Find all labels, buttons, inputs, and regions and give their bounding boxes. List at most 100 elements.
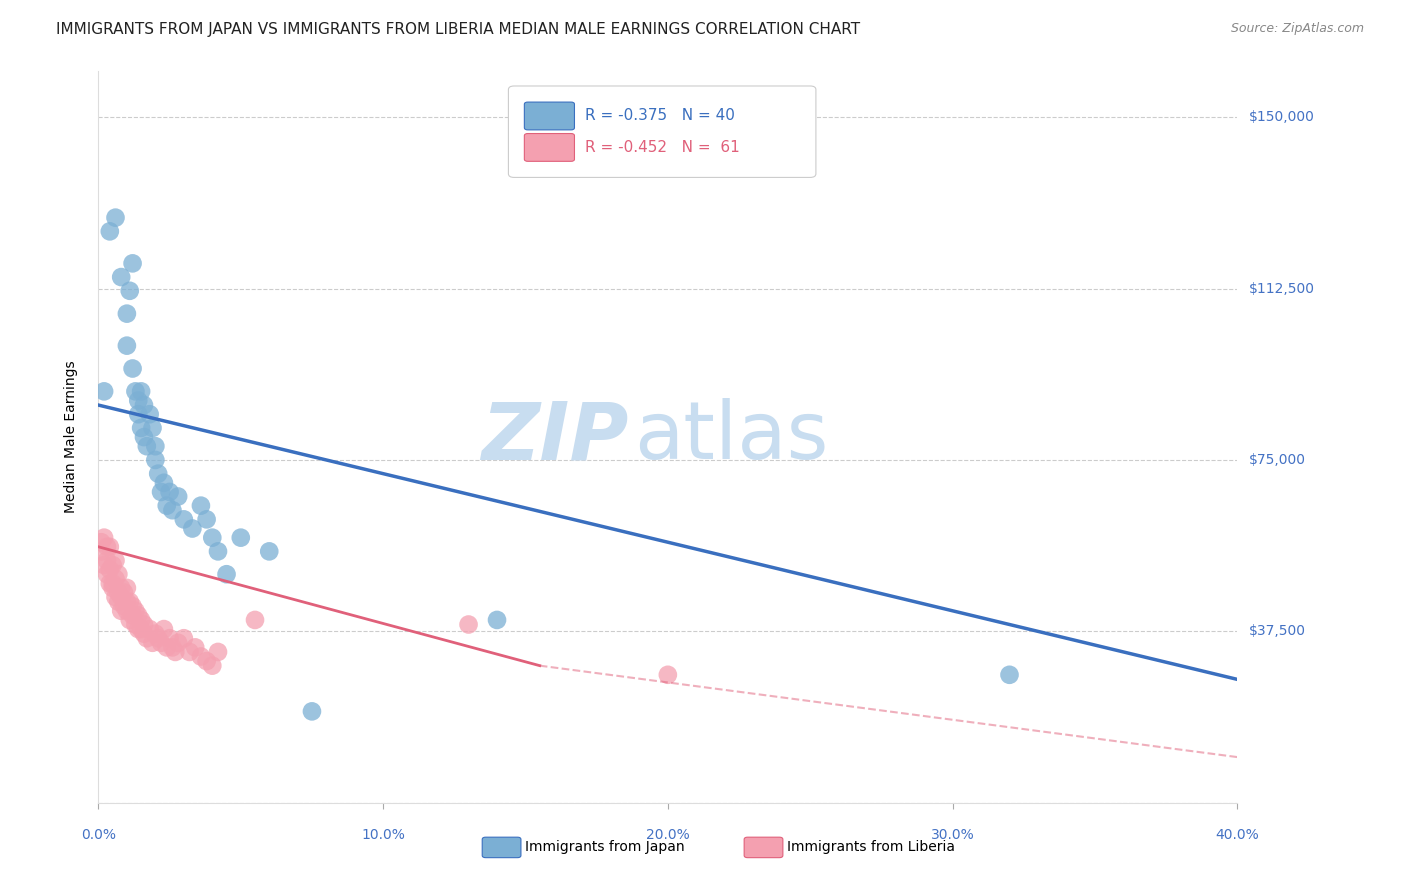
Point [129,384,152,399]
Point [259,544,281,558]
Point [110,581,132,595]
Point [96,553,118,567]
Text: 0.0%: 0.0% [82,828,115,842]
Point [153,622,176,636]
Point [121,256,143,270]
Point [115,581,138,595]
Point [229,531,252,545]
Y-axis label: Median Male Earnings: Median Male Earnings [63,360,77,514]
Point [132,626,155,640]
Point [195,512,218,526]
Point [110,270,132,285]
Point [145,439,167,453]
FancyBboxPatch shape [524,134,575,161]
Point [104,211,127,225]
Point [115,338,138,352]
Point [141,636,163,650]
Point [179,645,201,659]
Point [98,563,121,577]
Point [162,640,184,655]
Point [167,636,190,650]
Point [98,224,121,238]
FancyBboxPatch shape [524,102,575,130]
Point [104,590,127,604]
Text: $112,500: $112,500 [1249,282,1315,295]
Text: Immigrants from Liberia: Immigrants from Liberia [787,840,956,855]
Point [215,567,238,582]
Point [127,393,149,408]
Text: Source: ZipAtlas.com: Source: ZipAtlas.com [1230,22,1364,36]
Point [118,284,141,298]
Point [184,640,207,655]
Point [201,658,224,673]
Point [138,407,160,421]
Point [101,558,124,573]
Point [135,439,157,453]
Text: R = -0.452   N =  61: R = -0.452 N = 61 [585,140,740,155]
Point [173,512,195,526]
Point [129,622,152,636]
Point [201,531,224,545]
Point [107,585,129,599]
Point [124,604,146,618]
Point [104,553,127,567]
Point [110,604,132,618]
Point [207,645,229,659]
Text: R = -0.375   N = 40: R = -0.375 N = 40 [585,109,734,123]
Text: IMMIGRANTS FROM JAPAN VS IMMIGRANTS FROM LIBERIA MEDIAN MALE EARNINGS CORRELATIO: IMMIGRANTS FROM JAPAN VS IMMIGRANTS FROM… [56,22,860,37]
Point [195,654,218,668]
Point [129,613,152,627]
Point [153,475,176,490]
Point [243,613,266,627]
Point [156,640,179,655]
Point [207,544,229,558]
Point [159,484,181,499]
Point [132,398,155,412]
Point [93,531,115,545]
Point [104,572,127,586]
Point [93,558,115,573]
Point [124,617,146,632]
Point [110,590,132,604]
Point [162,503,184,517]
Text: Immigrants from Japan: Immigrants from Japan [526,840,685,855]
Point [190,499,212,513]
Point [96,567,118,582]
Text: ZIP: ZIP [481,398,628,476]
Text: 10.0%: 10.0% [361,828,405,842]
Point [129,421,152,435]
Point [112,585,135,599]
Point [145,453,167,467]
Point [150,636,173,650]
Point [121,599,143,614]
Point [101,581,124,595]
Point [121,361,143,376]
Point [190,649,212,664]
Point [96,540,118,554]
Point [115,604,138,618]
Point [167,490,190,504]
Point [132,617,155,632]
Point [98,540,121,554]
Point [90,544,112,558]
Text: $37,500: $37,500 [1249,624,1305,639]
Point [145,626,167,640]
Point [93,384,115,399]
Point [124,384,146,399]
Text: $75,000: $75,000 [1249,453,1305,467]
Point [132,430,155,444]
Point [150,484,173,499]
Point [657,667,679,681]
Point [135,632,157,646]
Point [159,632,181,646]
Point [127,407,149,421]
Point [181,521,204,535]
Point [148,632,170,646]
Point [127,608,149,623]
FancyBboxPatch shape [744,838,783,858]
Point [148,467,170,481]
Text: 20.0%: 20.0% [645,828,690,842]
Point [138,622,160,636]
Text: atlas: atlas [634,398,828,476]
Text: 40.0%: 40.0% [1215,828,1260,842]
